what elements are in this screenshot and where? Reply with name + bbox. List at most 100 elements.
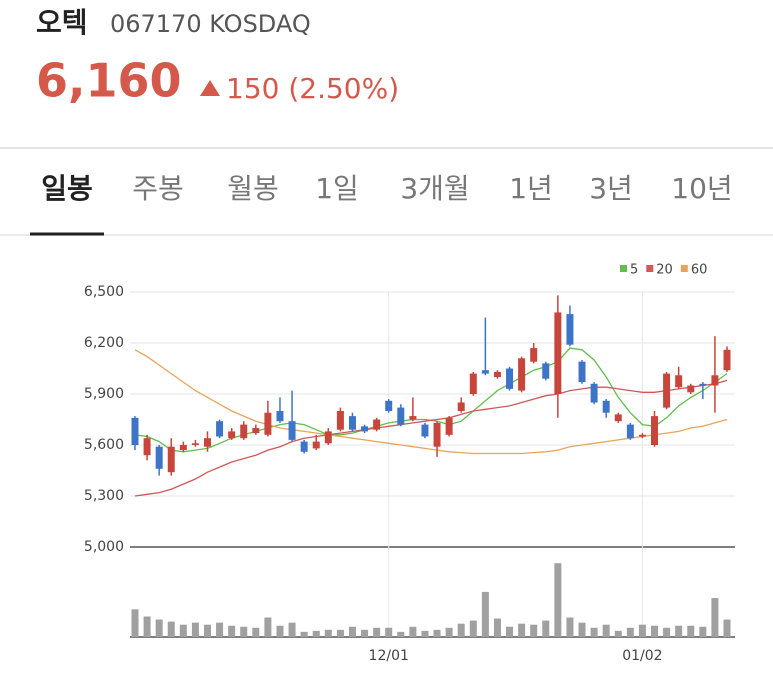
tab[interactable]: 월봉 (227, 172, 279, 205)
volume-bar (542, 620, 550, 637)
legend-label: 5 (630, 263, 638, 278)
tab[interactable]: 일봉 (41, 172, 93, 205)
volume-bar (252, 627, 260, 637)
legend-label: 60 (691, 263, 708, 278)
ma-line (134, 347, 728, 453)
volume-bar (711, 598, 719, 637)
volume-bar (481, 591, 489, 637)
legend-label: 20 (656, 263, 673, 278)
volume-bar (288, 622, 296, 637)
volume-bar (687, 625, 695, 637)
up-arrow (200, 80, 220, 96)
volume-bar (131, 609, 139, 637)
candle-body (699, 383, 707, 386)
candle-body (481, 370, 489, 374)
candle-body (288, 421, 296, 440)
stock-name: 오텍 (36, 6, 88, 39)
candle-body (336, 411, 344, 430)
candle-body (252, 428, 260, 434)
volume-bar (493, 618, 501, 637)
candle-body (276, 411, 284, 422)
tab[interactable]: 1일 (315, 172, 359, 205)
legend-swatch (646, 265, 654, 272)
tab[interactable]: 3년 (589, 172, 633, 205)
candle-body (602, 400, 610, 413)
candle-body (578, 361, 586, 383)
tab[interactable]: 3개월 (400, 172, 469, 205)
volume-bar (675, 625, 683, 637)
candle-body (143, 438, 151, 456)
candle-body (445, 417, 453, 435)
volume-bar (240, 626, 248, 637)
candle-body (687, 385, 695, 393)
volume-bar (216, 622, 224, 637)
price: 6,160 (36, 54, 182, 108)
tab[interactable]: 1년 (509, 172, 553, 205)
candle-body (179, 445, 187, 451)
candle-body (373, 419, 381, 430)
volume-bar (578, 622, 586, 637)
stock-code: 067170 KOSDAQ (110, 10, 311, 38)
candle-body (433, 422, 441, 447)
y-tick-label: 5,300 (84, 488, 124, 504)
volume-bar (336, 629, 344, 637)
volume-bar (143, 616, 151, 637)
legend-swatch (680, 265, 688, 272)
tab[interactable]: 10년 (671, 172, 732, 205)
candle-body (493, 371, 501, 377)
volume-bar (397, 631, 405, 637)
candle-body (216, 421, 224, 437)
chart: 5,000 5,300 5,600 5,900 6,200 6,500 12/01 01/02… (84, 263, 735, 664)
y-tick-label: 5,000 (84, 539, 124, 555)
volume-bar (518, 623, 526, 637)
candle-body (312, 441, 320, 449)
volume-bar (155, 619, 163, 637)
candle-body (361, 426, 369, 432)
volume-bar (264, 617, 272, 637)
volume-bar (361, 629, 369, 637)
volume-bar (191, 622, 199, 637)
volume-bar (179, 624, 187, 637)
candle-body (675, 375, 683, 388)
volume-bar (530, 624, 538, 637)
candle-body (397, 407, 405, 425)
tab[interactable]: 주봉 (132, 172, 184, 205)
volume-bar (554, 563, 562, 637)
volume-bar (348, 626, 356, 637)
x-tick-label: 12/01 (369, 648, 409, 664)
volume-bar (276, 625, 284, 637)
candle-body (131, 417, 139, 445)
ma-line (134, 379, 728, 497)
candle-body (300, 441, 308, 452)
candle-body (240, 424, 248, 439)
y-tick-label: 6,200 (84, 335, 124, 351)
volume-bar (457, 623, 465, 637)
volume-bar (506, 626, 514, 637)
y-tick-label: 5,600 (84, 437, 124, 453)
legend-swatch (620, 265, 627, 272)
volume-bar (300, 631, 308, 637)
candle-body (167, 446, 175, 473)
candle-body (203, 438, 211, 447)
volume-bar (614, 630, 622, 637)
volume-bar (433, 629, 441, 637)
tabs: 일봉 주봉 월봉 1일 3개월 1년 3년 10년 (41, 172, 732, 205)
candle-body (614, 414, 622, 422)
volume-bar (312, 630, 320, 637)
candle-body (723, 349, 731, 371)
volume-bar (699, 626, 707, 637)
volume-bar (228, 625, 236, 637)
candle-body (590, 383, 598, 403)
candle-body (554, 312, 562, 394)
volume-bar (445, 627, 453, 637)
candle-body (348, 416, 356, 430)
candle-body (324, 431, 332, 444)
candle-body (191, 443, 199, 445)
volume-bar (602, 624, 610, 637)
volume-bar (566, 617, 574, 637)
price-change: 150 (2.50%) (226, 72, 399, 105)
candle-body (469, 373, 477, 394)
candle-body (663, 373, 671, 408)
candle-body (711, 375, 719, 386)
